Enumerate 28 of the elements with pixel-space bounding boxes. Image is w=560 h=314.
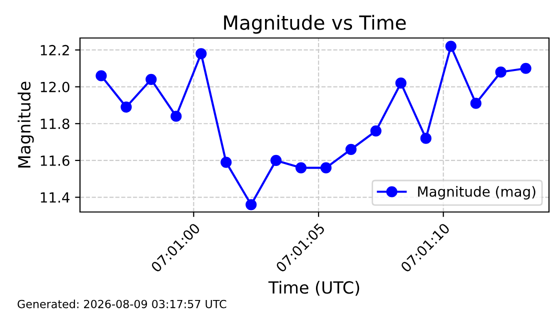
chart-title: Magnitude vs Time bbox=[224, 14, 406, 34]
point bbox=[295, 162, 307, 174]
y-tick-label: 12.0 bbox=[40, 82, 70, 92]
text: Generated: 2026-08-09 03:17:57 UTC bbox=[18, 300, 226, 308]
point bbox=[370, 125, 382, 137]
point bbox=[520, 62, 532, 74]
point bbox=[445, 40, 456, 52]
y-tick-label: 11.4 bbox=[40, 192, 70, 203]
y-tick-label: 11.8 bbox=[40, 118, 70, 130]
point bbox=[420, 132, 432, 144]
point bbox=[270, 154, 282, 166]
point bbox=[345, 144, 357, 155]
point bbox=[120, 101, 132, 113]
legend-label: Magnitude (mag) bbox=[418, 186, 536, 200]
y-tick-label: 11.6 bbox=[40, 155, 70, 166]
y-axis-title: Magnitude bbox=[18, 82, 34, 168]
point bbox=[146, 74, 157, 85]
y-tick-label: 12.2 bbox=[40, 44, 69, 56]
point bbox=[96, 70, 107, 82]
point bbox=[220, 156, 232, 168]
point bbox=[320, 162, 332, 174]
point bbox=[170, 110, 182, 122]
x-axis-title: Time (UTC) bbox=[268, 280, 360, 296]
point bbox=[196, 48, 207, 60]
point bbox=[470, 98, 482, 109]
point bbox=[495, 66, 506, 78]
point bbox=[395, 78, 406, 89]
point bbox=[246, 199, 257, 210]
